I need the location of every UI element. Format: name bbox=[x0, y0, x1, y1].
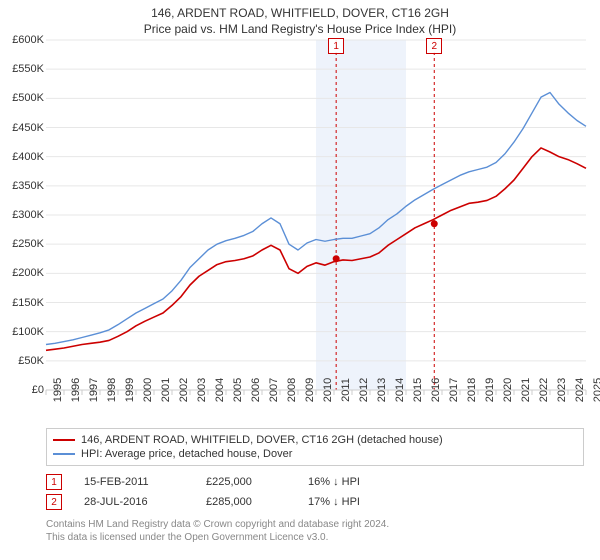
chart-svg bbox=[46, 40, 586, 390]
x-axis-label: 2004 bbox=[212, 378, 226, 402]
event-delta: 16% ↓ HPI bbox=[308, 476, 360, 488]
x-axis-label: 2000 bbox=[140, 378, 154, 402]
x-axis-label: 2025 bbox=[590, 378, 600, 402]
credit-text: Contains HM Land Registry data © Crown c… bbox=[46, 518, 584, 544]
events-table: 1 15-FEB-2011 £225,000 16% ↓ HPI 2 28-JU… bbox=[46, 472, 584, 512]
chart-subtitle: Price paid vs. HM Land Registry's House … bbox=[0, 20, 600, 40]
event-delta: 17% ↓ HPI bbox=[308, 496, 360, 508]
x-axis-label: 1995 bbox=[50, 378, 64, 402]
x-axis-label: 2012 bbox=[356, 378, 370, 402]
x-axis-label: 2011 bbox=[338, 378, 352, 402]
x-axis-label: 1996 bbox=[68, 378, 82, 402]
y-axis-label: £150K bbox=[12, 297, 46, 309]
x-axis-label: 2014 bbox=[392, 378, 406, 402]
x-axis-label: 2022 bbox=[536, 378, 550, 402]
y-axis-label: £350K bbox=[12, 180, 46, 192]
y-axis-label: £550K bbox=[12, 63, 46, 75]
x-axis-label: 1997 bbox=[86, 378, 100, 402]
y-axis-label: £600K bbox=[12, 34, 46, 46]
x-axis-label: 2021 bbox=[518, 378, 532, 402]
event-date: 15-FEB-2011 bbox=[84, 476, 184, 488]
x-axis-label: 2006 bbox=[248, 378, 262, 402]
x-axis-label: 2016 bbox=[428, 378, 442, 402]
event-marker-icon: 1 bbox=[46, 474, 62, 490]
x-axis-label: 2008 bbox=[284, 378, 298, 402]
legend-item-hpi: HPI: Average price, detached house, Dove… bbox=[53, 447, 577, 461]
event-marker-icon: 2 bbox=[426, 38, 442, 54]
event-marker-icon: 2 bbox=[46, 494, 62, 510]
x-axis-label: 2024 bbox=[572, 378, 586, 402]
event-price: £225,000 bbox=[206, 476, 286, 488]
x-axis-label: 2007 bbox=[266, 378, 280, 402]
event-marker-icon: 1 bbox=[328, 38, 344, 54]
event-date: 28-JUL-2016 bbox=[84, 496, 184, 508]
x-axis-label: 2002 bbox=[176, 378, 190, 402]
x-axis-label: 2009 bbox=[302, 378, 316, 402]
legend-box: 146, ARDENT ROAD, WHITFIELD, DOVER, CT16… bbox=[46, 428, 584, 466]
x-axis-label: 2018 bbox=[464, 378, 478, 402]
legend-swatch bbox=[53, 439, 75, 441]
x-axis-label: 2003 bbox=[194, 378, 208, 402]
y-axis-label: £200K bbox=[12, 267, 46, 279]
x-axis-label: 2001 bbox=[158, 378, 172, 402]
x-axis-label: 2015 bbox=[410, 378, 424, 402]
event-row: 2 28-JUL-2016 £285,000 17% ↓ HPI bbox=[46, 492, 584, 512]
x-axis-label: 2010 bbox=[320, 378, 334, 402]
y-axis-label: £300K bbox=[12, 209, 46, 221]
x-axis-label: 2019 bbox=[482, 378, 496, 402]
y-axis-label: £50K bbox=[18, 355, 46, 367]
chart-title: 146, ARDENT ROAD, WHITFIELD, DOVER, CT16… bbox=[0, 0, 600, 20]
y-axis-label: £500K bbox=[12, 92, 46, 104]
y-axis-label: £400K bbox=[12, 151, 46, 163]
legend-swatch bbox=[53, 453, 75, 455]
price-chart: £0£50K£100K£150K£200K£250K£300K£350K£400… bbox=[46, 40, 586, 390]
legend-item-price: 146, ARDENT ROAD, WHITFIELD, DOVER, CT16… bbox=[53, 433, 577, 447]
x-axis-label: 2020 bbox=[500, 378, 514, 402]
y-axis-label: £250K bbox=[12, 238, 46, 250]
legend-label: 146, ARDENT ROAD, WHITFIELD, DOVER, CT16… bbox=[81, 434, 443, 446]
x-axis-label: 2017 bbox=[446, 378, 460, 402]
x-axis-label: 2023 bbox=[554, 378, 568, 402]
x-axis-label: 1999 bbox=[122, 378, 136, 402]
legend-label: HPI: Average price, detached house, Dove… bbox=[81, 448, 292, 460]
x-axis-label: 2005 bbox=[230, 378, 244, 402]
event-price: £285,000 bbox=[206, 496, 286, 508]
y-axis-label: £450K bbox=[12, 122, 46, 134]
x-axis-label: 1998 bbox=[104, 378, 118, 402]
x-axis-label: 2013 bbox=[374, 378, 388, 402]
y-axis-label: £100K bbox=[12, 326, 46, 338]
y-axis-label: £0 bbox=[32, 384, 46, 396]
event-row: 1 15-FEB-2011 £225,000 16% ↓ HPI bbox=[46, 472, 584, 492]
